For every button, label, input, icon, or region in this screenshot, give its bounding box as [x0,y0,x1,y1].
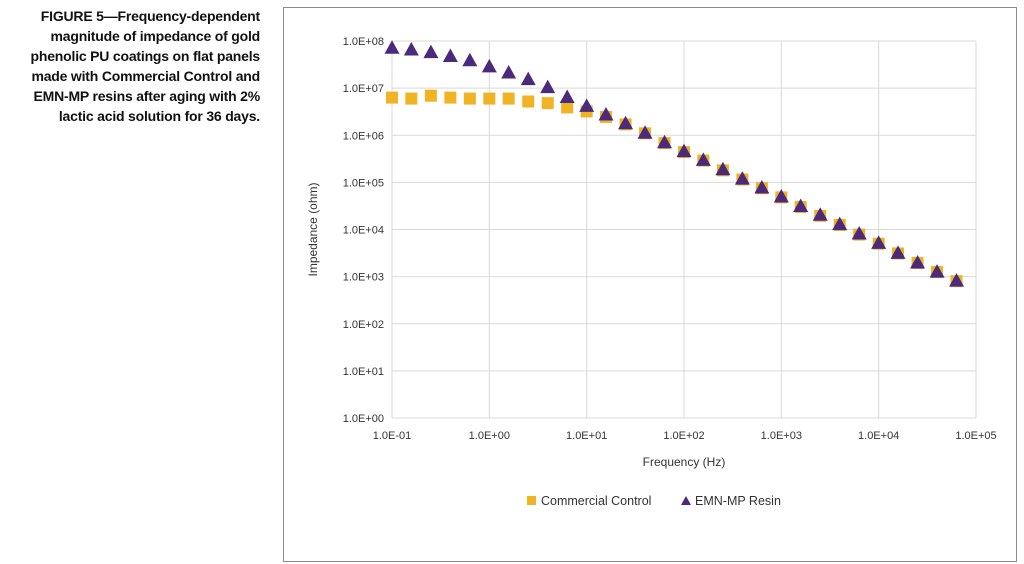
emn-mp-resin-point [559,89,575,103]
y-tick-label: 1.0E+08 [343,36,384,48]
x-tick-label: 1.0E+00 [469,430,510,442]
data-points [384,40,965,288]
x-tick-label: 1.0E+02 [663,430,704,442]
emn-mp-resin-point [579,98,595,112]
emn-mp-resin-point [910,254,926,269]
emn-mp-resin-point [540,79,556,94]
y-tick-label: 1.0E+04 [343,225,384,237]
figure-caption: FIGURE 5—Frequency-dependent magnitude o… [30,8,261,124]
commercial-control-point [483,92,496,105]
legend-label-emn-mp-resin: EMN-MP Resin [695,494,781,508]
chart-frame: 1.0E+00 1.0E+01 1.0E+02 1.0E+03 1.0E+04 1.0E+… [283,7,1017,562]
commercial-control-point [561,101,574,114]
y-tick-label: 1.0E+03 [343,272,384,284]
y-tick-label: 1.0E+01 [343,366,384,378]
y-tick-label: 1.0E+05 [343,177,384,189]
emn-mp-resin-point [442,48,458,63]
emn-mp-resin-point [520,71,536,86]
emn-mp-resin-point [481,58,497,73]
x-axis-title: Frequency (Hz) [643,455,726,469]
emn-mp-resin-point [929,264,945,278]
emn-mp-resin-point [462,52,478,67]
commercial-control-point [444,91,457,104]
x-tick-label: 1.0E+05 [955,430,996,442]
legend-swatch-triangle [681,496,691,505]
tick-labels: 1.0E+00 1.0E+01 1.0E+02 1.0E+03 1.0E+04 1.0E+… [343,36,997,442]
emn-mp-resin-point [384,40,400,54]
y-tick-label: 1.0E+02 [343,319,384,331]
y-axis-title: Impedance (ohm) [306,182,320,276]
emn-mp-resin-point [812,207,828,221]
commercial-control-point [502,92,515,105]
x-tick-label: 1.0E-01 [373,430,412,442]
emn-mp-resin-point [949,273,965,287]
commercial-control-point [386,91,398,104]
y-tick-label: 1.0E+07 [343,83,384,95]
legend-swatch-square [527,496,536,505]
x-tick-label: 1.0E+01 [566,430,607,442]
emn-mp-resin-point [403,42,419,56]
commercial-control-point [541,97,554,110]
y-tick-label: 1.0E+00 [343,413,384,425]
emn-mp-resin-point [657,134,673,149]
legend-item-emn-mp-resin: EMN-MP Resin [681,494,781,508]
emn-mp-resin-point [754,179,770,194]
emn-mp-resin-point [637,125,653,139]
commercial-control-point [463,92,476,105]
emn-mp-resin-point [501,64,517,79]
emn-mp-resin-point [676,143,692,158]
legend-item-commercial-control: Commercial Control [527,494,651,508]
emn-mp-resin-point [423,44,439,59]
commercial-control-point [424,89,437,102]
x-tick-label: 1.0E+03 [761,430,802,442]
gridlines [391,40,977,419]
emn-mp-resin-point [773,189,789,203]
emn-mp-resin-point [793,198,809,213]
impedance-chart: 1.0E+00 1.0E+01 1.0E+02 1.0E+03 1.0E+04 1.0E+… [306,36,997,508]
emn-mp-resin-point [715,161,731,176]
emn-mp-resin-point [734,171,750,185]
commercial-control-point [522,95,535,108]
emn-mp-resin-point [598,107,614,121]
emn-mp-resin-point [851,226,867,240]
commercial-control-point [405,92,418,105]
y-tick-label: 1.0E+06 [343,130,384,142]
emn-mp-resin-point [618,115,634,130]
x-tick-label: 1.0E+04 [858,430,899,442]
emn-mp-resin-point [695,152,711,166]
legend: Commercial Control EMN-MP Resin [527,494,781,508]
legend-label-commercial-control: Commercial Control [541,494,651,508]
emn-mp-resin-point [832,216,848,231]
emn-mp-resin-point [871,235,887,249]
emn-mp-resin-point [890,245,906,259]
